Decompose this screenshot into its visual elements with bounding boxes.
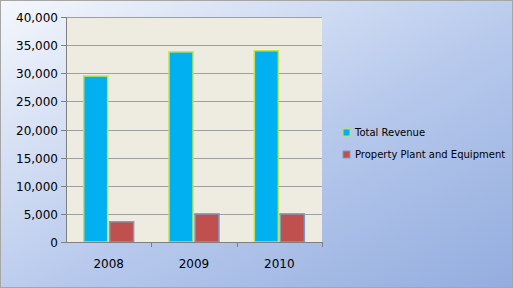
tick-label: 20,000 <box>16 124 58 138</box>
tick-mark <box>61 158 66 159</box>
grid-line <box>66 73 322 74</box>
tick-mark <box>61 130 66 131</box>
grid-line <box>66 242 322 243</box>
category-label: 2010 <box>264 257 295 271</box>
category-label: 2009 <box>179 257 210 271</box>
tick-mark <box>61 101 66 102</box>
x-tick <box>322 242 323 247</box>
x-tick <box>237 242 238 247</box>
x-tick <box>151 242 152 247</box>
bar <box>110 222 134 242</box>
tick-label: 5,000 <box>24 208 58 222</box>
tick-mark <box>61 73 66 74</box>
chart: 0 5,000 10,000 15,000 20,000 25,000 30,000 35,0… <box>0 0 513 288</box>
tick-label: 35,000 <box>16 39 58 53</box>
bar <box>195 214 219 242</box>
grid-line <box>66 17 322 18</box>
bar <box>280 214 304 242</box>
bars <box>84 51 305 242</box>
legend-label: Property Plant and Equipment <box>355 149 505 160</box>
tick-mark <box>61 242 66 243</box>
legend-marker <box>343 129 350 136</box>
bar <box>84 76 108 242</box>
grid-line <box>66 45 322 46</box>
tick-mark <box>61 17 66 18</box>
bar <box>169 52 193 242</box>
tick-mark <box>61 214 66 215</box>
legend-label: Total Revenue <box>354 127 425 138</box>
tick-mark <box>61 186 66 187</box>
tick-label: 15,000 <box>16 152 58 166</box>
tick-label: 40,000 <box>16 11 58 25</box>
x-axis <box>66 242 322 243</box>
tick-mark <box>61 45 66 46</box>
category-label: 2008 <box>93 257 124 271</box>
tick-label: 25,000 <box>16 95 58 109</box>
background <box>1 1 513 288</box>
y-axis <box>66 17 67 242</box>
plot-area <box>66 17 322 242</box>
legend-marker <box>343 151 350 158</box>
tick-label: 30,000 <box>16 67 58 81</box>
tick-label: 10,000 <box>16 180 58 194</box>
tick-label: 0 <box>50 236 58 250</box>
bar <box>254 51 278 242</box>
